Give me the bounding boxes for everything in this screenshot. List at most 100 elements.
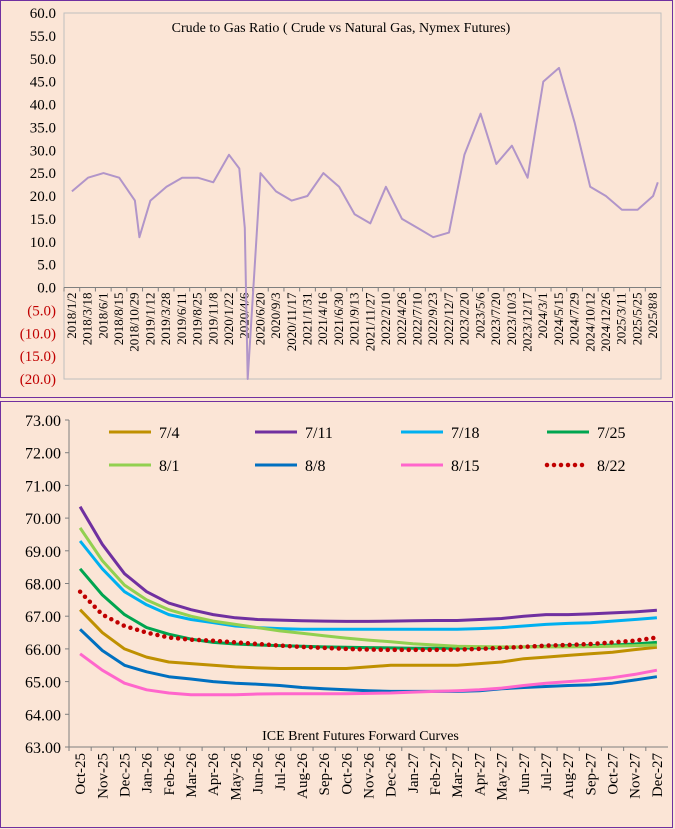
x-tick-label: 2023/5/6 [472, 292, 487, 339]
x-tick-label: Jun-26 [251, 753, 267, 794]
x-tick-label: Nov-25 [95, 753, 111, 799]
x-tick-label: 2020/4/6 [237, 292, 252, 339]
x-tick-label: 2020/9/3 [268, 293, 283, 339]
x-tick-label: 2019/6/11 [174, 293, 189, 345]
x-tick-label: 2024/10/12 [582, 293, 597, 352]
y-tick-label: 63.00 [25, 740, 61, 757]
x-tick-label: 2020/1/22 [221, 293, 236, 346]
x-tick-label: Dec-27 [650, 753, 666, 798]
x-tick-label: 2021/1/31 [300, 293, 315, 346]
x-tick-label: Jan-27 [406, 753, 422, 793]
x-tick-label: Aug-26 [295, 753, 311, 799]
y-tick-label: 69.00 [25, 544, 61, 561]
legend-label: 7/11 [305, 425, 333, 442]
y-tick-label: 67.00 [25, 609, 61, 626]
x-tick-label: Apr-26 [206, 753, 222, 797]
x-tick-label: Mar-27 [450, 753, 466, 798]
series-line-8-15 [79, 652, 658, 697]
brent-forward-curves-panel: 73.00 72.00 71.00 70.00 69.00 68.00 67.00 66.00… [0, 401, 673, 828]
x-tick-label: 2024/12/26 [598, 292, 613, 352]
x-tick-label: 2019/1/12 [142, 293, 157, 346]
series-line-8-22 [77, 589, 660, 653]
y-tick-label: 5.0 [37, 258, 56, 274]
x-tick-label: 2024/7/29 [567, 293, 582, 346]
chart-title: Crude to Gas Ratio ( Crude vs Natural Ga… [172, 21, 511, 36]
x-tick-label: Jul-27 [539, 753, 555, 791]
y-tick-label: (20.0) [20, 372, 56, 388]
y-tick-label: 30.0 [30, 143, 56, 159]
x-tick-label: Apr-27 [472, 753, 488, 797]
x-tick-label: Oct-27 [606, 753, 622, 795]
series-line-7-4 [79, 608, 658, 670]
x-tick-label: 2024/5/15 [551, 293, 566, 346]
y-tick-label: (15.0) [20, 349, 56, 365]
y-tick-label: 10.0 [30, 235, 56, 251]
y-tick-label: 73.00 [25, 413, 61, 430]
y-tick-label: 45.0 [30, 75, 56, 91]
series-line-8-1 [78, 527, 657, 649]
y-tick-label: 68.00 [25, 577, 61, 594]
x-tick-label: 2020/11/17 [284, 292, 299, 351]
y-tick-label: 40.0 [30, 98, 56, 114]
y-tick-label: 65.00 [25, 675, 61, 692]
x-tick-label: 2023/2/20 [457, 293, 472, 346]
x-tick-label: Nov-26 [362, 753, 378, 799]
brent-forward-curves-chart: 73.00 72.00 71.00 70.00 69.00 68.00 67.00 66.00… [25, 413, 668, 801]
ratio-series-line [71, 66, 659, 380]
x-tick-label: 2024/3/1 [535, 293, 550, 339]
x-tick-label: 2021/9/13 [347, 293, 362, 346]
crude-gas-ratio-chart: 60.0 55.0 50.0 45.0 40.0 35.0 30.0 25.0 20.0 15.0… [20, 6, 662, 388]
x-tick-label: 2022/9/23 [425, 293, 440, 346]
y-tick-label: 15.0 [30, 212, 56, 228]
y-tick-label: 20.0 [30, 189, 56, 205]
x-tick-label: Sep-27 [583, 753, 599, 796]
x-tick-label: Nov-27 [628, 753, 644, 799]
x-tick-label: 2019/11/8 [205, 293, 220, 345]
x-tick-label: 2022/2/10 [378, 293, 393, 346]
x-tick-label: Dec-26 [384, 753, 400, 798]
series-line-7-18 [78, 540, 658, 631]
x-tick-label: 2021/11/27 [362, 292, 377, 351]
x-tick-label: Mar-26 [184, 753, 200, 798]
y-tick-label: 50.0 [30, 52, 56, 68]
x-tick-label: 2018/10/29 [127, 293, 142, 352]
y-tick-label: 72.00 [25, 446, 61, 463]
y-tick-label: 64.00 [25, 707, 61, 724]
legend-label: 7/25 [597, 425, 625, 442]
x-tick-label: 2025/3/11 [614, 293, 629, 345]
y-tick-label: 71.00 [25, 478, 61, 495]
x-tick-label: 2018/3/18 [80, 293, 95, 346]
y-tick-label: 66.00 [25, 642, 61, 659]
x-tick-label: 2022/12/7 [441, 292, 456, 345]
x-tick-label: Dec-25 [117, 753, 133, 797]
x-tick-label: May-27 [495, 753, 511, 801]
x-tick-label: Feb-27 [428, 753, 444, 796]
x-tick-label: 2018/6/1 [95, 293, 110, 339]
x-tick-label: 2021/4/16 [315, 292, 330, 345]
x-tick-label: 2018/1/2 [64, 293, 79, 339]
y-tick-label: (5.0) [27, 303, 56, 319]
legend-label: 8/22 [597, 458, 625, 475]
x-tick-label: Jul-26 [273, 753, 289, 791]
y-tick-label: 60.0 [30, 6, 56, 22]
x-tick-label: 2025/5/25 [629, 293, 644, 346]
x-tick-label: Jan-26 [140, 753, 156, 793]
legend-label: 8/15 [451, 458, 479, 475]
x-tick-label: Aug-27 [561, 753, 577, 799]
x-tick-label: Jun-27 [517, 753, 533, 794]
x-tick-label: 2018/8/15 [111, 293, 126, 346]
x-tick-label: Feb-26 [162, 753, 178, 796]
y-tick-label: (10.0) [20, 326, 56, 342]
y-tick-label: 35.0 [30, 120, 56, 136]
y-tick-label: 25.0 [30, 166, 56, 182]
x-tick-label: 2023/12/17 [519, 292, 534, 352]
x-tick-label: May-26 [228, 753, 244, 801]
y-tick-label: 55.0 [30, 29, 56, 45]
crude-gas-ratio-panel: 60.0 55.0 50.0 45.0 40.0 35.0 30.0 25.0 20.0 15.0… [0, 0, 673, 398]
chart-title: ICE Brent Futures Forward Curves [262, 729, 459, 744]
x-tick-label: 2025/8/8 [645, 293, 660, 339]
x-tick-label: 2022/4/26 [394, 292, 409, 345]
x-tick-label: Oct-26 [339, 753, 355, 795]
x-tick-label: Oct-25 [73, 753, 89, 795]
legend-label: 8/1 [159, 458, 179, 475]
